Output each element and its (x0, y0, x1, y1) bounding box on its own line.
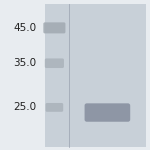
FancyBboxPatch shape (43, 22, 65, 33)
Text: 45.0: 45.0 (14, 23, 37, 33)
FancyBboxPatch shape (85, 103, 130, 122)
Bar (45, 4, 146, 147)
FancyBboxPatch shape (45, 58, 64, 68)
Text: 35.0: 35.0 (14, 58, 37, 68)
Text: 25.0: 25.0 (14, 102, 37, 112)
FancyBboxPatch shape (46, 103, 63, 112)
